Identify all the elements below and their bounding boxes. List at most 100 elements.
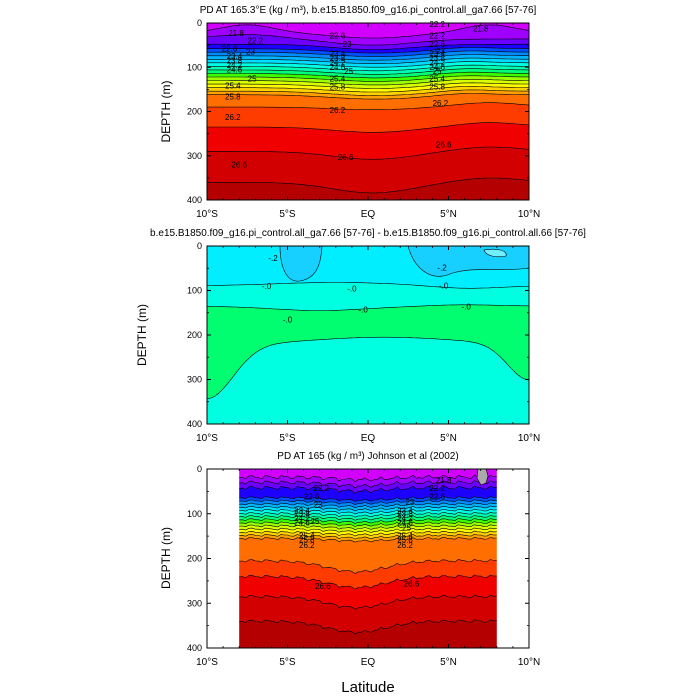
x-tick-label: 10°S: [196, 657, 218, 668]
y-tick-label: 200: [187, 330, 202, 340]
x-axis-label: Latitude: [341, 679, 394, 696]
density-band: [207, 75, 529, 85]
contour-label: 23: [246, 48, 255, 57]
contour-line: [239, 518, 497, 524]
contour-label: 23.4: [429, 50, 445, 59]
density-band: [239, 475, 497, 488]
contour-label: 22.6: [429, 40, 445, 49]
y-tick-label: 400: [187, 195, 202, 205]
contour-line: [239, 558, 497, 574]
difference-band: [207, 282, 529, 311]
contour-label: -.2: [268, 254, 278, 263]
contour-label: 22.6: [330, 31, 346, 40]
contour-label: 26.2: [299, 541, 315, 550]
density-band: [239, 512, 497, 521]
contour-label: 26.2: [225, 113, 241, 122]
contour-label: 25: [344, 67, 353, 76]
contour-label: 24.2: [330, 58, 346, 67]
contour-label: 23.4: [397, 507, 413, 516]
contour-label: 23.8: [294, 510, 310, 519]
contour-label: 26.2: [330, 106, 346, 115]
contour-line: [239, 485, 497, 494]
contour-line: [207, 71, 529, 79]
x-tick-label: 5°N: [440, 209, 457, 220]
y-tick-label: 0: [197, 18, 202, 28]
density-band: [239, 559, 497, 590]
contour-label: 23.4: [294, 507, 310, 516]
contour-label: 24.2: [227, 61, 243, 70]
contour-label: 24.2: [294, 514, 310, 523]
x-tick-label: 5°N: [440, 433, 457, 444]
density-band: [207, 54, 529, 64]
contour-label: -.0: [262, 282, 272, 291]
contour-line: [207, 75, 529, 82]
contour-label: 23.8: [227, 57, 243, 66]
contour-line: [207, 61, 529, 68]
contour-lines: [207, 24, 529, 194]
contour-label: 22.6: [222, 45, 238, 54]
x-tick-label: 5°S: [279, 433, 296, 444]
contour-line: [239, 530, 497, 537]
density-band: [207, 58, 529, 68]
contour-line: [239, 505, 497, 512]
contour-lines: [207, 282, 529, 399]
contour-lines: [239, 474, 497, 635]
contour-label: -.0: [439, 282, 449, 291]
x-tick-label: EQ: [361, 433, 376, 444]
contour-line: [207, 24, 529, 39]
contour-label: 25: [248, 75, 257, 84]
density-band: [239, 595, 497, 634]
contour-label: 22.6: [304, 492, 320, 501]
contour-line: [207, 282, 529, 289]
contour-label: 22.2: [248, 37, 264, 46]
x-tick-label: 10°S: [196, 433, 218, 444]
y-tick-label: 400: [187, 419, 202, 429]
density-band: [239, 496, 497, 505]
contour-label: 23: [405, 498, 414, 507]
contour-label: 25: [433, 67, 442, 76]
contour-label: 24.2: [429, 58, 445, 67]
contour-label: 26.6: [315, 582, 331, 591]
contour-label: -.2: [437, 263, 447, 272]
contour-label: 26.6: [338, 153, 354, 162]
density-band: [207, 89, 529, 100]
contour-labels: -.2 -.2 -.0 -.0 -.0 -.0 -.0 -.0: [262, 254, 471, 324]
contour-label: 22.2: [429, 20, 445, 29]
contour-line: [207, 34, 529, 46]
density-band: [207, 24, 529, 46]
contour-label: 22.2: [314, 484, 330, 493]
contour-line: [239, 511, 497, 518]
contour-label: 26.2: [397, 541, 413, 550]
contour-line: [239, 536, 497, 543]
contour-label: 25.4: [330, 74, 346, 83]
x-tick-label: EQ: [361, 209, 376, 220]
contour-label: 23: [436, 47, 445, 56]
contour-line: [239, 533, 497, 540]
contour-label: 26.6: [404, 580, 420, 589]
contour-label: 25.8: [299, 536, 315, 545]
contour-label: 25.4: [225, 81, 241, 90]
x-tick-label: 10°N: [518, 433, 540, 444]
y-tick-label: 100: [187, 62, 202, 72]
contour-line: [207, 93, 529, 100]
y-tick-label: 0: [197, 464, 202, 474]
contour-label: 24.2: [397, 514, 413, 523]
y-tick-label: 400: [187, 643, 202, 653]
contour-line: [239, 521, 497, 527]
contour-line: [239, 499, 497, 506]
y-tick-label: 100: [187, 509, 202, 519]
contour-line: [207, 82, 529, 89]
contour-label: 25.8: [225, 92, 241, 101]
contour-line: [207, 79, 529, 86]
y-tick-label: 200: [187, 107, 202, 117]
contour-fill: [207, 246, 529, 424]
difference-band: [207, 304, 529, 399]
contour-label: -.0: [347, 285, 357, 294]
contour-label: 25: [310, 517, 319, 526]
chart-title: PD AT 165 (kg / m³) Johnson et al (2002): [277, 451, 458, 462]
contour-line: [207, 57, 529, 64]
density-band: [239, 502, 497, 511]
panel-density-difference: -.2-.2-.0 -.0 -.0-.0 -.0-.0 10°S 5°S EQ 5°N 10°…: [135, 228, 586, 444]
chart-title: PD AT 165.3°E (kg / m³), b.e15.B1850.f09…: [200, 5, 537, 16]
